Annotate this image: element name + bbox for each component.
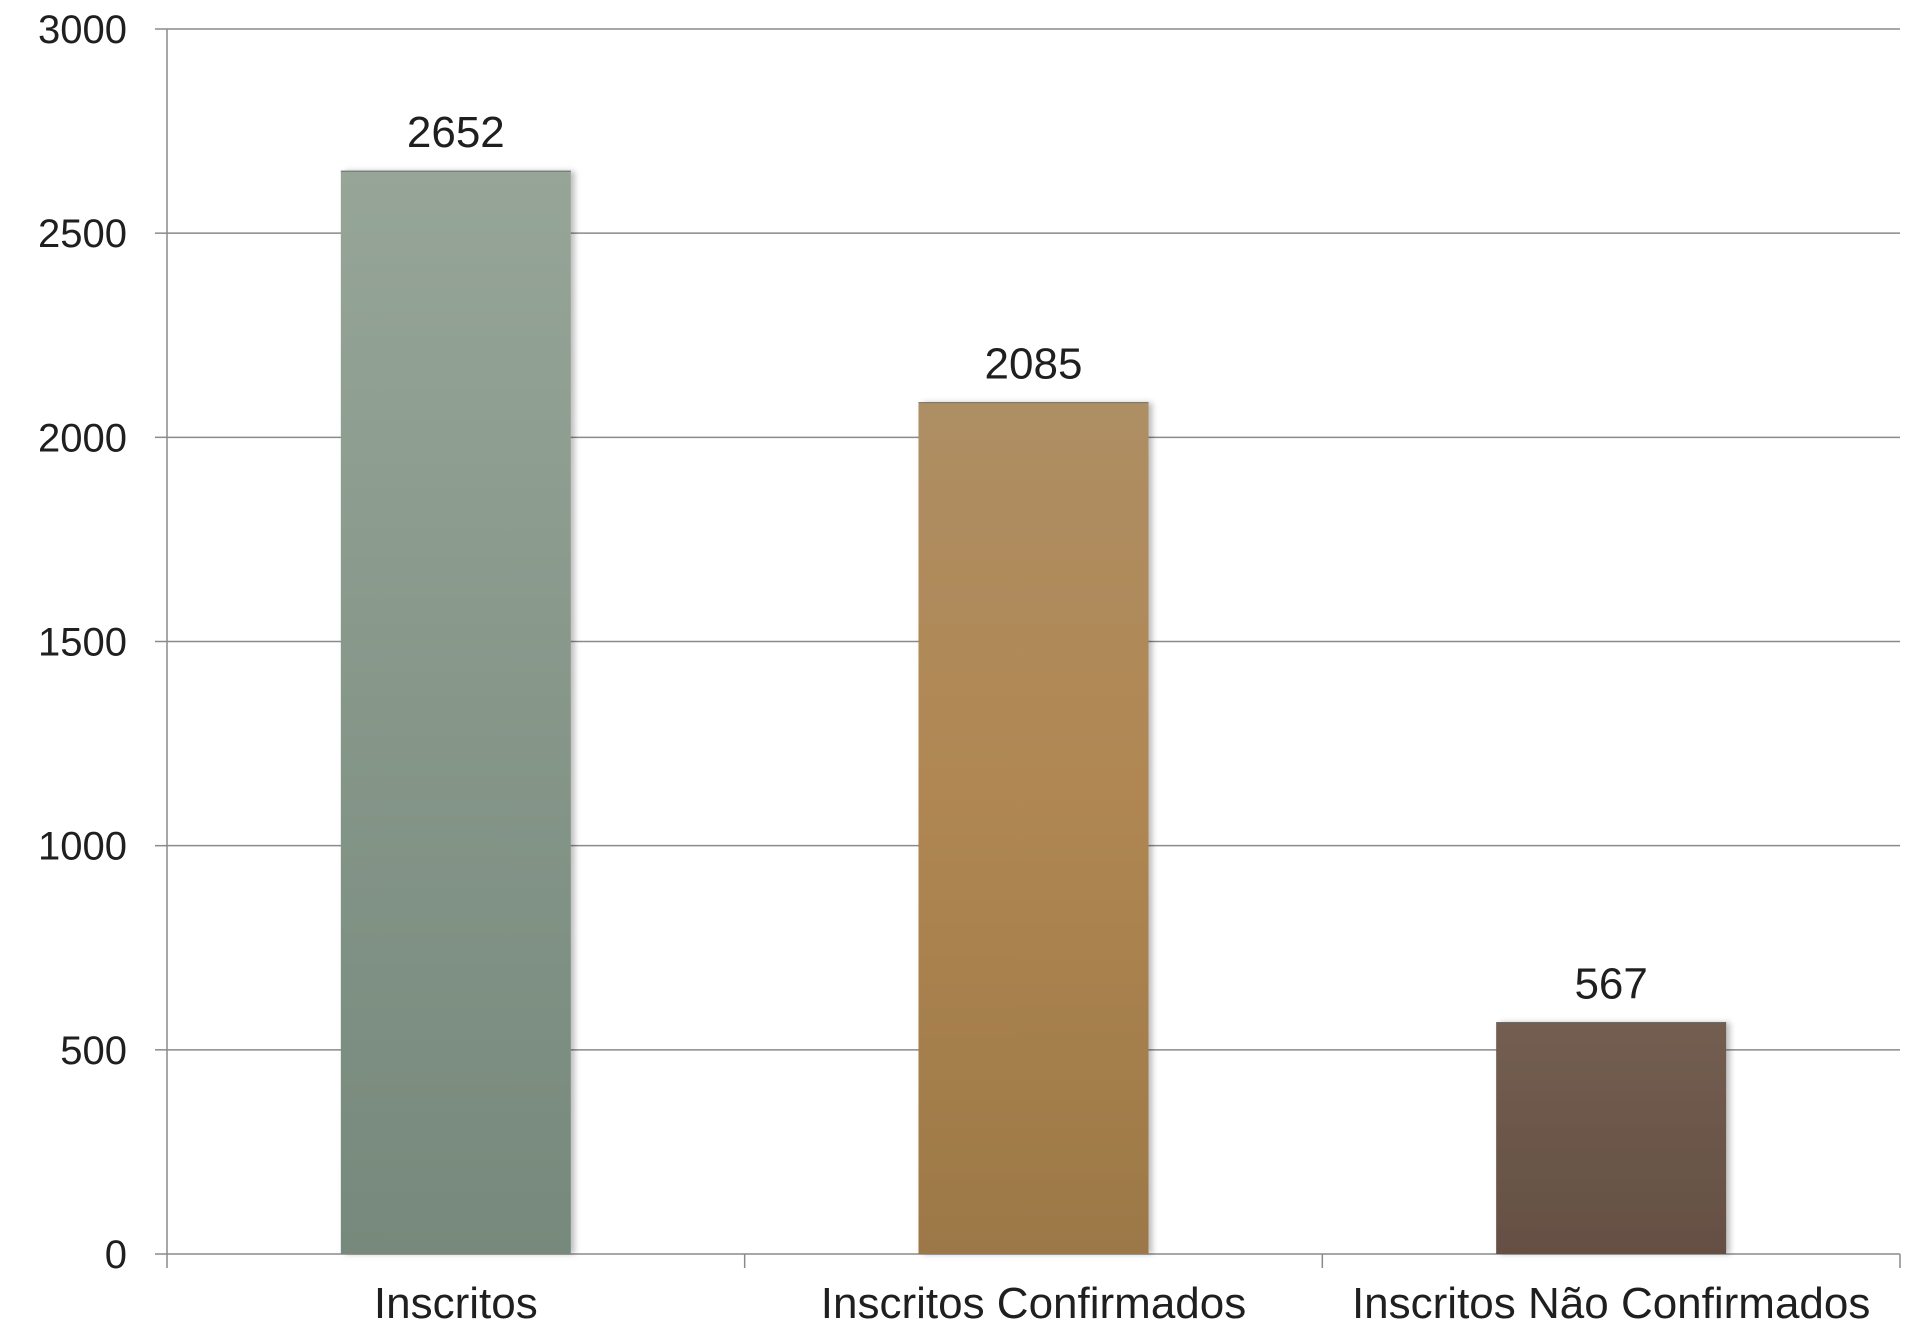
y-tick-label: 2000 xyxy=(38,416,127,460)
labels: 0 500 1000 1500 2000 2500 3000 2652 Inscritos 208… xyxy=(38,8,1870,1328)
bar-inscritos-confirmados xyxy=(918,402,1149,1254)
x-category-label: Inscritos xyxy=(374,1279,538,1328)
y-tick-label: 500 xyxy=(60,1029,127,1073)
data-label: 2652 xyxy=(407,108,505,157)
y-tick-label: 3000 xyxy=(38,8,127,52)
bar-inscritos-n-o-confirmados xyxy=(1496,1022,1727,1254)
y-tick-label: 1000 xyxy=(38,825,127,869)
data-label: 2085 xyxy=(985,340,1083,389)
x-category-label: Inscritos Não Confirmados xyxy=(1352,1279,1870,1328)
bar-inscritos xyxy=(340,171,571,1255)
data-label: 567 xyxy=(1574,959,1647,1008)
y-tick-label: 0 xyxy=(105,1233,127,1277)
x-category-label: Inscritos Confirmados xyxy=(821,1279,1246,1328)
y-tick-label: 1500 xyxy=(38,621,127,665)
y-tick-label: 2500 xyxy=(38,212,127,256)
bars xyxy=(340,170,1727,1255)
